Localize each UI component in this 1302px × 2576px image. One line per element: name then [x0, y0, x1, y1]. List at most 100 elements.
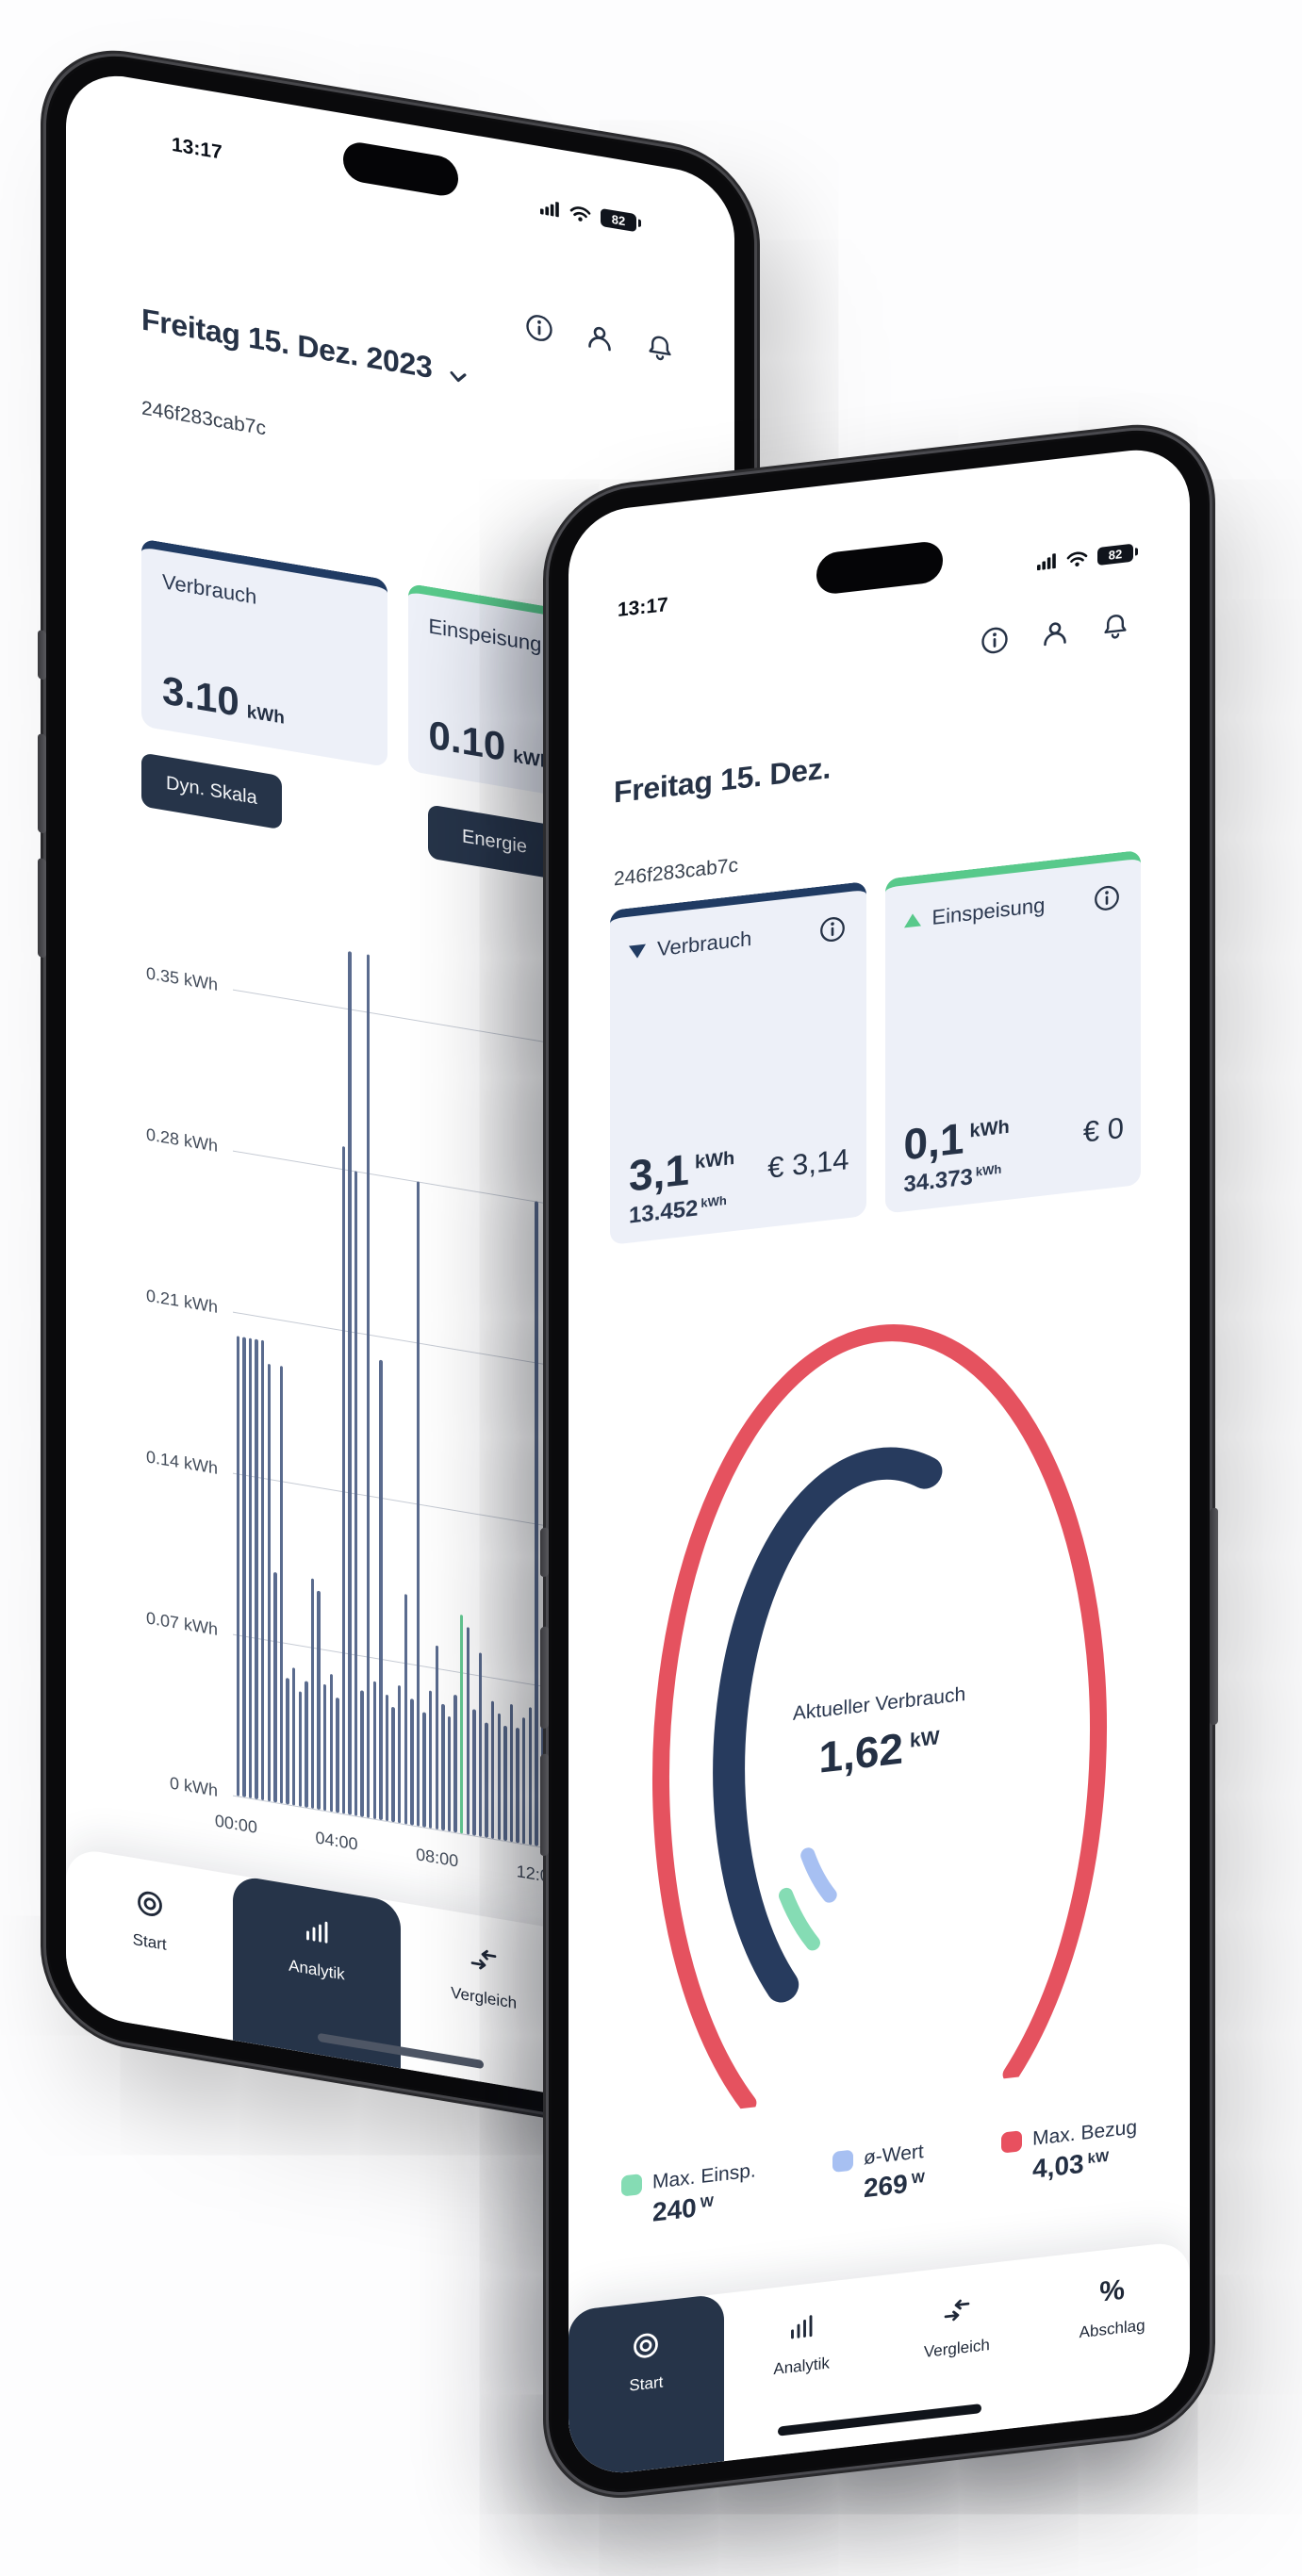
bar: [298, 1691, 302, 1807]
bar: [435, 1645, 438, 1830]
bar: [260, 1339, 265, 1801]
left-screen: 13:17 82 Freitag 15. Dez. 2023 246f283ca…: [66, 67, 734, 2125]
phone-right: 13:17 82 Freitag 15. Dez. 246f283cab7c: [540, 424, 1218, 2499]
bar: [459, 1614, 464, 1834]
card-values: 3,1 kWh 13.452 kWh € 3,14: [629, 1125, 849, 1230]
phone-left: 13:17 82 Freitag 15. Dez. 2023 246f283ca…: [38, 47, 751, 2144]
bar: [348, 951, 352, 1815]
target-icon: [137, 1891, 162, 1916]
bar-chart: 0.35 kWh 0.28 kWh 0.21 kWh 0.14 kWh 0.07 kWh…: [146, 910, 572, 1909]
info-icon[interactable]: [1092, 881, 1122, 915]
bar: [485, 1722, 488, 1838]
bar: [429, 1690, 433, 1829]
profile-icon[interactable]: [584, 320, 616, 357]
bar: [516, 1727, 519, 1844]
card-cost: € 3,14: [767, 1142, 849, 1185]
bar: [521, 1716, 526, 1845]
volume-up-button: [38, 732, 46, 834]
bar: [336, 1697, 339, 1813]
status-icons: 82: [539, 198, 636, 232]
arrow-up-icon: [903, 912, 921, 928]
nav-start[interactable]: Start: [66, 1846, 233, 2041]
bar: [441, 1703, 445, 1831]
bar: [286, 1677, 289, 1805]
bar: [236, 1335, 239, 1797]
bar: [453, 1694, 457, 1833]
bar: [385, 1694, 389, 1822]
bar: [535, 1201, 538, 1846]
battery-icon: 82: [601, 207, 636, 232]
status-icons: 82: [1036, 543, 1133, 572]
bar: [447, 1715, 452, 1832]
nav-vergleich[interactable]: Vergleich: [880, 2258, 1035, 2444]
bar: [379, 1359, 383, 1821]
legend-chip: [621, 2174, 642, 2197]
gauge-svg: [651, 1324, 1107, 2113]
bar: [391, 1706, 395, 1823]
bar: [279, 1366, 284, 1804]
bell-icon[interactable]: [644, 330, 676, 368]
nav-start[interactable]: Start: [569, 2293, 724, 2479]
right-screen: 13:17 82 Freitag 15. Dez. 246f283cab7c: [569, 443, 1190, 2479]
bell-icon[interactable]: [1099, 609, 1131, 645]
cellular-signal-icon: [1037, 553, 1056, 571]
cellular-signal-icon: [540, 202, 559, 218]
target-icon: [634, 2333, 659, 2358]
bar: [291, 1666, 296, 1806]
info-icon[interactable]: [523, 309, 555, 347]
x-tick: 00:00: [214, 1811, 257, 1837]
battery-level: 82: [611, 211, 626, 228]
card-cost: € 0: [1082, 1110, 1124, 1149]
chevron-down-icon[interactable]: [448, 365, 469, 389]
verbrauch-card[interactable]: Verbrauch 3,1 kWh 13.452 kWh € 3,14: [610, 881, 866, 1245]
bar: [255, 1338, 258, 1800]
card-value: 3,1 kWh: [629, 1144, 735, 1201]
card-value: 3.10 kWh: [162, 667, 285, 729]
bar: [329, 1673, 333, 1813]
bar: [267, 1363, 271, 1802]
bar: [416, 1181, 420, 1827]
verbrauch-card[interactable]: Verbrauch 3.10 kWh: [141, 538, 387, 767]
card-label: Verbrauch: [162, 569, 257, 609]
card-value: 0,1 kWh: [903, 1113, 1010, 1170]
bar: [472, 1708, 476, 1836]
bar-plotwrap: 0.35 kWh 0.28 kWh 0.21 kWh 0.14 kWh 0.07 kWh…: [146, 910, 572, 1853]
volume-up-button: [540, 1626, 549, 1730]
legend-chip: [1001, 2130, 1023, 2154]
bar: [497, 1713, 501, 1841]
einspeisung-card[interactable]: Einspeisung 0,1 kWh 34.373 kWh € 0: [884, 849, 1141, 1214]
bar: [248, 1337, 253, 1799]
bar: [466, 1627, 470, 1835]
info-icon[interactable]: [979, 623, 1011, 659]
profile-icon[interactable]: [1039, 615, 1071, 651]
energie-button[interactable]: Energie: [428, 804, 561, 880]
compare-arrows-icon: [944, 2299, 970, 2322]
status-bar: 13:17 82: [66, 67, 734, 251]
info-icon[interactable]: [817, 912, 848, 946]
percent-icon: %: [1099, 2273, 1125, 2308]
bar-chart-icon: [305, 1921, 328, 1944]
nav-vergleich[interactable]: Vergleich: [401, 1902, 568, 2096]
bar: [372, 1681, 377, 1820]
wifi-icon: [569, 205, 591, 222]
wifi-icon: [1066, 551, 1088, 566]
nav-abschlag[interactable]: % Abschlag: [1079, 2273, 1145, 2342]
bar: [410, 1698, 414, 1826]
nav-analytik[interactable]: Analytik: [724, 2275, 880, 2461]
bar: [404, 1593, 408, 1825]
card-header: Einspeisung: [903, 881, 1123, 936]
legend-item-max-bezug: Max. Bezug 4,03 kW: [1001, 2116, 1137, 2188]
bar: [528, 1706, 532, 1846]
header-icons: [569, 602, 1190, 705]
bar: [322, 1683, 327, 1812]
x-tick: 08:00: [416, 1845, 459, 1871]
date-header: Freitag 15. Dez.: [569, 710, 1190, 815]
nav-analytik[interactable]: Analytik: [233, 1874, 401, 2069]
summary-cards: Verbrauch 3,1 kWh 13.452 kWh € 3,14: [569, 845, 1190, 1250]
dyn-skala-button[interactable]: Dyn. Skala: [141, 752, 282, 830]
gauge-arc-current: [712, 1447, 942, 2003]
gauge-arc-max-einspeisung: [778, 1887, 820, 1951]
battery-icon: 82: [1097, 543, 1133, 566]
bar: [341, 1145, 346, 1814]
